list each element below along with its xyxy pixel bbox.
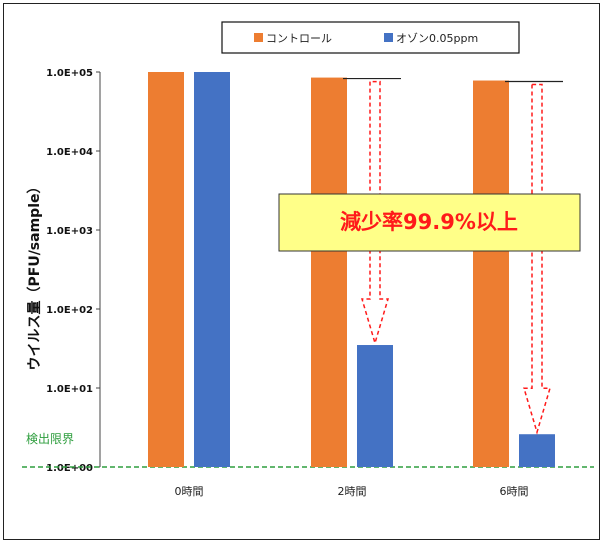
legend-label: オゾン0.05ppm [396,32,478,45]
y-tick-label: 1.0E+03 [46,226,93,237]
callout-box [278,193,581,252]
x-tick-label: 2時間 [338,485,367,498]
y-axis-label: ウイルス量（PFU/sample） [27,180,43,371]
bar-ozone-1 [194,72,230,467]
y-tick-label: 1.0E+04 [46,147,93,158]
bar-control-1 [148,72,184,467]
y-tick-label: 1.0E+05 [46,68,93,79]
reduction-callout: 減少率99.9%以上 [278,193,581,252]
y-tick-label: 1.0E+01 [46,384,93,395]
callout-text: 減少率99.9%以上 [340,210,518,234]
bar-control-2 [311,77,347,468]
x-tick-label: 6時間 [500,485,529,498]
legend-label: コントロール [266,32,332,45]
reduction-arrow [360,80,390,346]
bar-ozone-2 [357,345,393,467]
y-tick-label: 1.0E+02 [46,305,93,316]
legend-box [221,21,520,54]
detection-limit-label: 検出限界 [26,432,74,446]
legend-swatch [254,33,263,42]
reduction-arrow [522,83,552,435]
bar-control-3 [473,80,509,467]
legend: コントロール オゾン0.05ppm [221,21,520,54]
y-tick-label: 1.0E+00 [46,463,93,474]
legend-swatch [384,33,393,42]
bar-ozone-3 [519,434,555,467]
reduction-arrows [343,77,563,435]
bars [148,72,555,468]
x-tick-label: 0時間 [175,485,204,498]
